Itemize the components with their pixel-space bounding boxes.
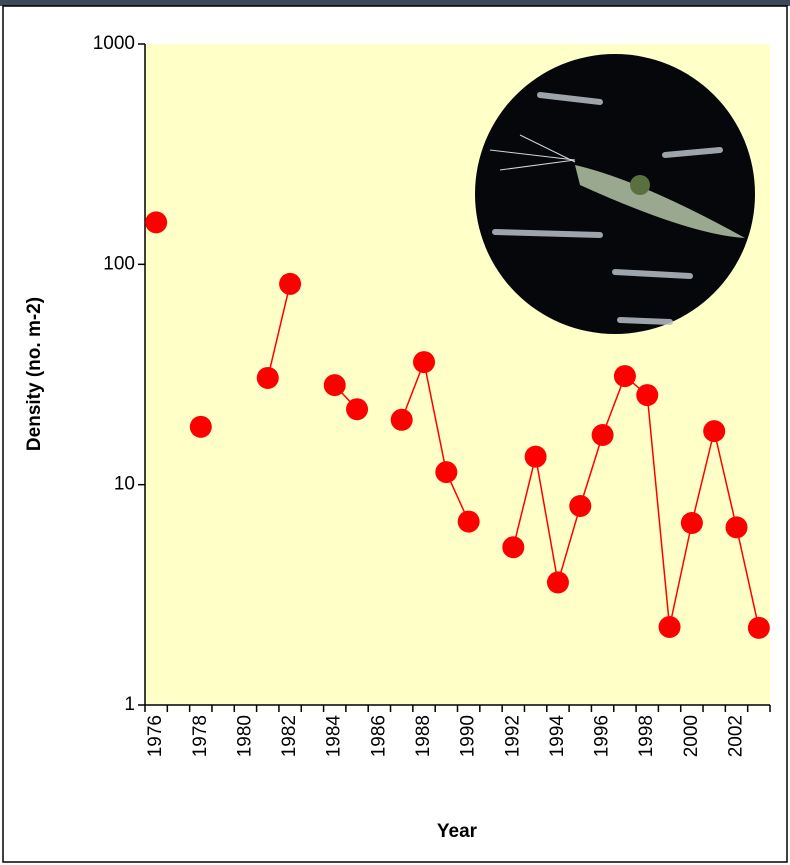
x-tick-label: 1982 [279,715,300,757]
data-point [391,409,413,431]
data-point [659,616,681,638]
data-point [279,273,301,295]
y-tick-label: 100 [103,253,135,274]
data-point [569,495,591,517]
x-tick-label: 2002 [726,715,747,757]
x-tick-label: 1992 [502,715,523,757]
top-strip [0,0,790,6]
x-tick-label: 1998 [636,715,657,757]
x-tick-label: 1988 [413,715,434,757]
y-tick-label: 1 [124,694,135,715]
data-point [346,398,368,420]
data-point [190,416,212,438]
data-point [748,617,770,639]
data-point [547,571,569,593]
data-point [525,446,547,468]
data-point [324,374,346,396]
data-point [257,367,279,389]
y-axis-label: Density (no. m-2) [24,297,45,451]
data-point [413,351,435,373]
data-point [592,424,614,446]
y-tick-label: 10 [114,474,135,495]
x-tick-label: 1976 [145,715,166,757]
data-point [458,511,480,533]
x-tick-label: 1980 [234,715,255,757]
y-tick-label: 1000 [93,33,135,54]
x-tick-label: 1990 [458,715,479,757]
data-point [726,516,748,538]
x-tick-label: 1986 [368,715,389,757]
data-point [681,512,703,534]
x-tick-label: 2000 [681,715,702,757]
data-point [703,420,725,442]
chart: Density (no. m-2) Year 1 10 100 1000 1976 197… [0,0,790,865]
data-point [145,211,167,233]
x-tick-label: 1994 [547,715,568,758]
data-point [502,536,524,558]
data-point [435,461,457,483]
x-tick-label: 1996 [592,715,613,757]
data-point [614,365,636,387]
data-point [636,384,658,406]
x-tick-label: 1984 [324,715,345,758]
krill-photo [475,54,755,334]
x-tick-label: 1978 [190,715,211,757]
x-axis-label: Year [437,821,478,842]
